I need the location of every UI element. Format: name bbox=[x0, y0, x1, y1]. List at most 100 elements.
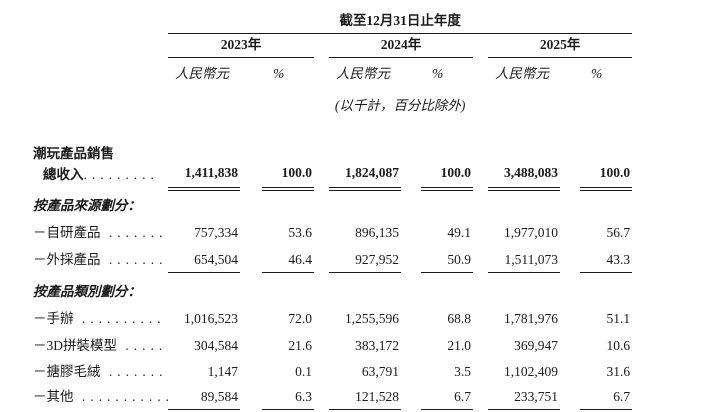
empty-cell bbox=[0, 33, 168, 57]
units-header-row: 人民幣元 % 人民幣元 % 人民幣元 % bbox=[0, 57, 632, 82]
gap-cell bbox=[560, 163, 580, 189]
section-title: 潮玩產品銷售 bbox=[33, 146, 114, 162]
leader-dots: ........... bbox=[73, 389, 174, 405]
gap-cell bbox=[314, 330, 329, 356]
leader-dots: .......... bbox=[73, 311, 166, 327]
table-row-vinyl-plush: －搪膠毛絨 ....... 1,147 0.1 63,791 3.5 1,102… bbox=[0, 356, 632, 382]
leader-dots: ....... bbox=[100, 252, 168, 268]
value-cell: 1,824,087 bbox=[329, 163, 401, 191]
value-cell: 896,135 bbox=[355, 225, 399, 241]
gap-cell bbox=[401, 382, 421, 409]
value-cell: 51.1 bbox=[606, 311, 631, 327]
value-cell: 68.8 bbox=[447, 311, 471, 327]
gap-cell bbox=[401, 217, 421, 244]
currency-header: 人民幣元 bbox=[175, 66, 229, 82]
value-cell: 89,584 bbox=[168, 382, 240, 410]
units-note: (以千計，百分比除外) bbox=[334, 98, 466, 114]
value-cell: 121,528 bbox=[329, 382, 401, 410]
value-cell: 1,977,010 bbox=[504, 225, 558, 241]
row-label-text: －自研產品 bbox=[33, 225, 101, 241]
gap-cell bbox=[401, 330, 421, 356]
value-cell: 1,255,596 bbox=[345, 311, 399, 327]
percent-header: % bbox=[273, 66, 285, 82]
gap-cell bbox=[314, 302, 329, 330]
value-cell: 927,952 bbox=[329, 244, 401, 273]
table-row-self-developed: －自研產品 ....... 757,334 53.6 896,135 49.1 … bbox=[0, 217, 632, 244]
row-label-text: －外採產品 bbox=[33, 252, 101, 268]
table-row-3d-models: －3D拼裝模型 ..... 304,584 21.6 383,172 21.0 … bbox=[0, 330, 632, 356]
value-cell: 56.7 bbox=[606, 225, 631, 241]
row-label-text: －3D拼裝模型 bbox=[33, 338, 117, 354]
value-cell: 21.6 bbox=[288, 338, 312, 354]
subheader-label: 按產品類別劃分： bbox=[33, 284, 141, 300]
value-cell: 21.0 bbox=[447, 338, 471, 354]
value-cell: 53.6 bbox=[288, 225, 312, 241]
gap-cell bbox=[473, 163, 488, 189]
value-cell: 100.0 bbox=[580, 163, 633, 191]
revenue-breakdown-table: 截至12月31日止年度 2023年 2024年 2025年 人民幣元 % 人民幣… bbox=[0, 0, 633, 410]
row-label: －3D拼裝模型 ..... bbox=[0, 330, 168, 356]
row-label-text: －其他 bbox=[33, 389, 74, 405]
gap-cell bbox=[560, 356, 580, 382]
value-cell: 63,791 bbox=[361, 364, 399, 380]
percent-header: % bbox=[591, 66, 603, 82]
period-header-row: 截至12月31日止年度 bbox=[0, 0, 633, 34]
value-cell: 1,016,523 bbox=[184, 311, 238, 327]
gap-cell bbox=[240, 163, 262, 189]
gap-cell bbox=[314, 217, 329, 244]
row-label: －外採產品 ....... bbox=[0, 244, 168, 272]
gap-cell bbox=[473, 382, 488, 409]
value-cell: 100.0 bbox=[262, 163, 314, 191]
value-cell: 3,488,083 bbox=[488, 163, 560, 191]
value-cell: 1,147 bbox=[207, 364, 238, 380]
gap-cell bbox=[473, 244, 488, 272]
row-label: 總收入......... bbox=[0, 163, 168, 189]
year-header-2025: 2025年 bbox=[488, 33, 633, 58]
value-cell: 100.0 bbox=[421, 163, 473, 191]
value-cell: 757,334 bbox=[194, 225, 238, 241]
value-cell: 1,102,409 bbox=[504, 364, 558, 380]
value-cell: 6.7 bbox=[580, 382, 633, 410]
gap-cell bbox=[560, 330, 580, 356]
subheader-label: 按產品來源劃分： bbox=[33, 198, 141, 214]
gap-cell bbox=[401, 356, 421, 382]
table-row-figures: －手辦 .......... 1,016,523 72.0 1,255,596 … bbox=[0, 302, 632, 330]
value-cell: 1,411,838 bbox=[168, 163, 240, 191]
gap-cell bbox=[401, 163, 421, 189]
gap-cell bbox=[240, 217, 262, 244]
gap-cell bbox=[473, 217, 488, 244]
spacer bbox=[0, 115, 632, 142]
value-cell: 50.9 bbox=[421, 244, 473, 273]
row-label: －搪膠毛絨 ....... bbox=[0, 356, 168, 382]
table-row-others: －其他 ........... 89,584 6.3 121,528 6.7 2… bbox=[0, 382, 633, 410]
gap-cell bbox=[473, 330, 488, 356]
value-cell: 31.6 bbox=[606, 364, 631, 380]
leader-dots: ....... bbox=[100, 225, 168, 241]
value-cell: 10.6 bbox=[606, 338, 631, 354]
value-cell: 3.5 bbox=[454, 364, 471, 380]
row-label: －手辦 .......... bbox=[0, 302, 168, 330]
value-cell: 369,947 bbox=[514, 338, 558, 354]
empty-cell bbox=[0, 0, 168, 33]
value-cell: 72.0 bbox=[288, 311, 312, 327]
section-title-row: 潮玩產品銷售 bbox=[0, 142, 632, 163]
currency-header: 人民幣元 bbox=[336, 66, 390, 82]
gap-cell bbox=[560, 217, 580, 244]
gap-cell bbox=[314, 163, 329, 189]
empty-cell bbox=[0, 82, 168, 115]
gap-cell bbox=[473, 33, 488, 57]
gap-cell bbox=[401, 244, 421, 272]
gap-cell bbox=[560, 57, 580, 82]
gap-cell bbox=[401, 302, 421, 330]
units-note-row: (以千計，百分比除外) bbox=[0, 82, 632, 115]
value-cell: 6.3 bbox=[262, 382, 314, 410]
value-cell: 233,751 bbox=[488, 382, 560, 410]
value-cell: 304,584 bbox=[194, 338, 238, 354]
gap-cell bbox=[314, 33, 329, 57]
leader-dots: ......... bbox=[83, 167, 159, 183]
gap-cell bbox=[314, 382, 329, 409]
gap-cell bbox=[240, 330, 262, 356]
row-label-text: 總收入 bbox=[43, 167, 84, 183]
period-header: 截至12月31日止年度 bbox=[168, 0, 633, 34]
